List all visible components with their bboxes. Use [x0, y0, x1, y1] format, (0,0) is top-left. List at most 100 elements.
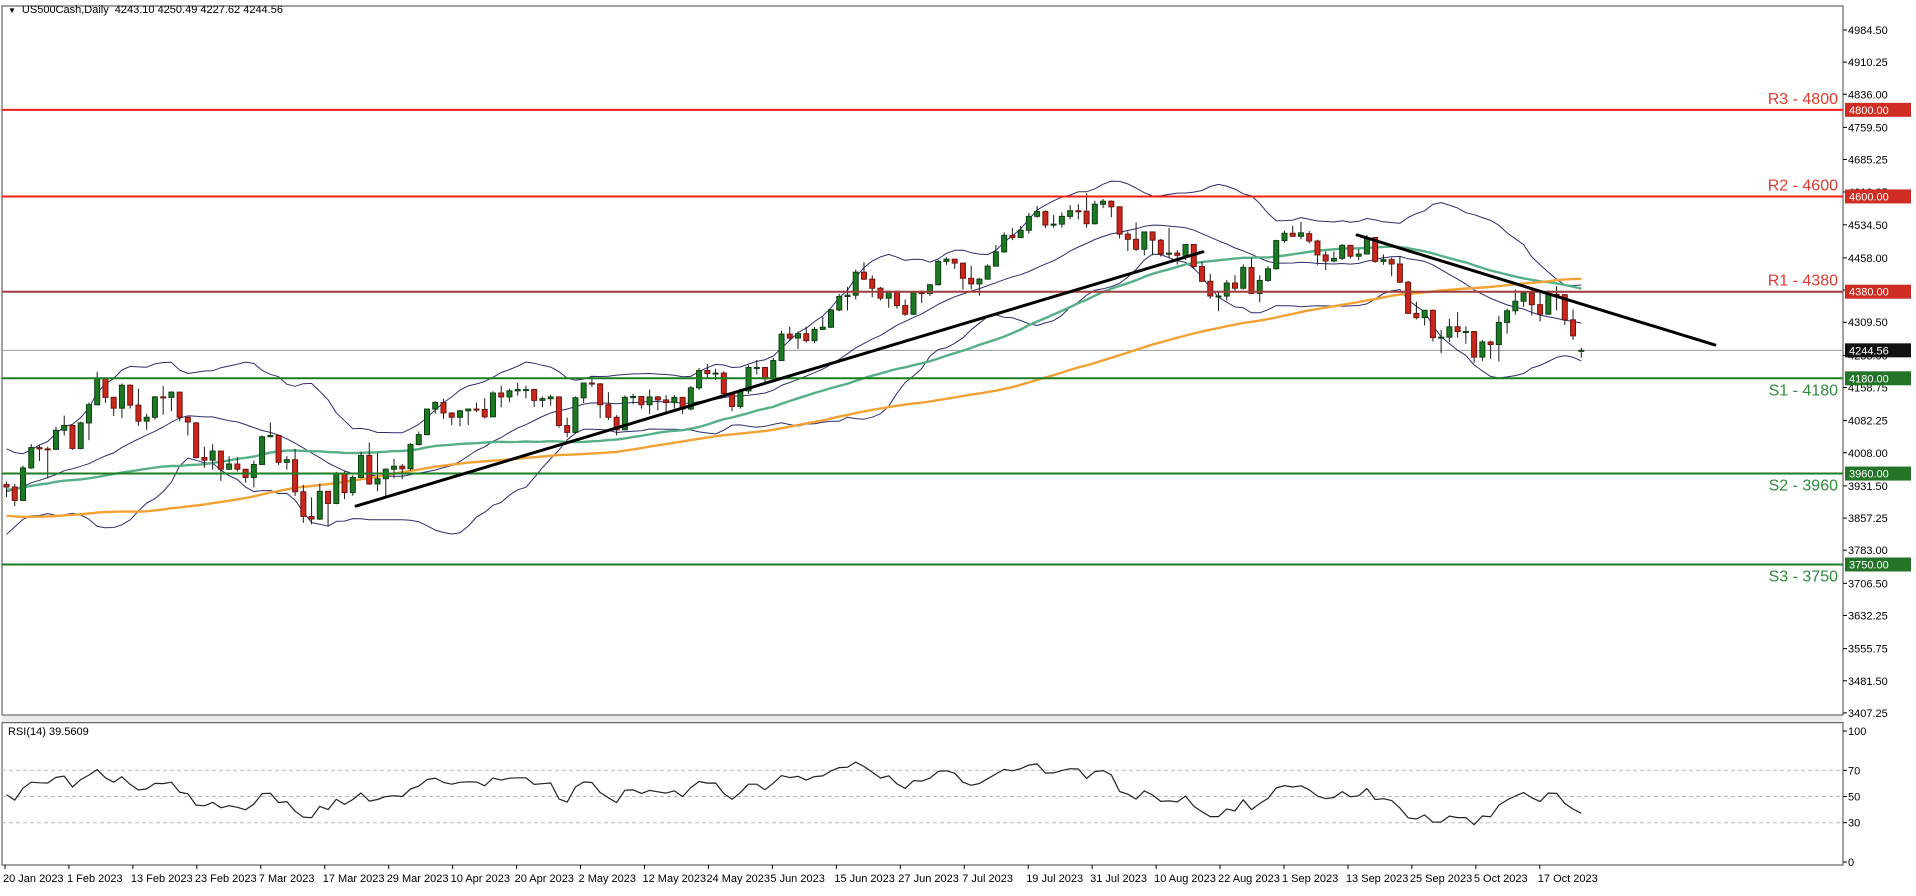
chart-title: ▼ US500Cash,Daily 4243.10 4250.49 4227.6… — [8, 3, 283, 17]
date-axis[interactable]: 20 Jan 2023 1 Feb 2023 13 Feb 2023 23 Feb 2… — [3, 865, 1598, 885]
candle-bull — [94, 377, 101, 406]
descending-trendline[interactable] — [1355, 233, 1717, 347]
candle-bull — [456, 410, 463, 418]
candle-bull — [1215, 295, 1222, 298]
candle-bull — [910, 292, 917, 315]
candle-bear — [366, 454, 373, 485]
candle-bear — [869, 278, 876, 289]
candle-bear — [1009, 234, 1016, 239]
candle-bull — [753, 366, 760, 369]
candle-bull — [1034, 211, 1041, 217]
level-badge-s1-text: 4180.00 — [1849, 373, 1889, 385]
candle-bull — [77, 422, 84, 449]
candle-bull — [506, 390, 513, 398]
price-tick-label: 4836.00 — [1848, 89, 1888, 101]
price-tick-label: 4082.25 — [1848, 416, 1888, 428]
candle-bull — [28, 447, 35, 469]
candle-bear — [217, 450, 224, 470]
candle-bull — [1479, 341, 1486, 358]
candle-bull — [844, 294, 851, 297]
candle-bear — [1570, 319, 1577, 337]
candle-bull — [852, 271, 859, 296]
candle-bear — [597, 383, 604, 406]
candle-bear — [1174, 252, 1181, 256]
rsi-panel: 100 70 50 30 0 — [2, 726, 1866, 869]
rsi-scale-label: 30 — [1848, 818, 1860, 830]
candle-bull — [259, 436, 266, 465]
candle-bull — [1355, 253, 1362, 257]
candle-bear — [193, 422, 200, 459]
candle-bear — [308, 515, 315, 520]
rsi-line — [6, 761, 1582, 826]
candle-bear — [11, 486, 18, 501]
candle-bull — [391, 465, 398, 470]
level-label-r1: R1 - 4380 — [1768, 273, 1838, 290]
bollinger-upper — [6, 180, 1582, 455]
candle-bear — [69, 424, 76, 449]
candle-bull — [646, 396, 653, 406]
date-tick-label: 24 May 2023 — [706, 873, 770, 885]
candle-bear — [1075, 210, 1082, 213]
candle-bull — [1017, 229, 1024, 239]
candle-bull — [283, 459, 290, 463]
candle-bull — [1512, 300, 1519, 312]
rsi-plot-frame[interactable] — [1, 722, 1844, 866]
price-tick-label: 3481.50 — [1848, 676, 1888, 688]
candle-bear — [654, 396, 661, 401]
candle-bull — [1166, 252, 1173, 255]
candle-bear — [1372, 237, 1379, 262]
ascending-trendline[interactable] — [354, 250, 1205, 508]
candle-bear — [110, 396, 117, 409]
candle-bear — [473, 408, 480, 411]
level-label-r3: R3 - 4800 — [1768, 91, 1838, 108]
candle-bear — [1528, 292, 1535, 306]
candle-bull — [976, 278, 983, 285]
price-tick-label: 4458.00 — [1848, 253, 1888, 265]
candle-bear — [1083, 210, 1090, 225]
candle-bear — [605, 404, 612, 418]
candle-bull — [358, 454, 365, 478]
candle-bull — [712, 372, 719, 375]
candle-bull — [316, 490, 323, 520]
candle-bull — [671, 396, 678, 404]
candle-bull — [1256, 279, 1263, 294]
main-plot-frame[interactable] — [1, 5, 1844, 716]
candle-bear — [481, 408, 488, 418]
candle-bull — [828, 309, 834, 328]
candle-bull — [1438, 336, 1445, 339]
candle-bull — [1545, 293, 1552, 315]
candle-bull — [1091, 203, 1098, 225]
price-tick-label: 3857.25 — [1848, 513, 1888, 525]
candle-bull — [19, 467, 26, 501]
price-axis[interactable]: 4984.504910.254836.004759.504685.254610.… — [1843, 25, 1911, 720]
candle-bear — [1396, 263, 1403, 283]
candle-bull — [209, 450, 216, 461]
panel-separator[interactable] — [2, 716, 1843, 723]
date-tick-label: 1 Feb 2023 — [67, 873, 123, 885]
candle-bear — [1199, 266, 1206, 282]
level-label-s2: S2 - 3960 — [1769, 478, 1838, 495]
candle-bear — [1429, 309, 1436, 339]
candle-bear — [729, 392, 736, 407]
candle-bear — [613, 416, 620, 431]
candle-bear — [918, 292, 925, 295]
candle-bull — [1223, 282, 1230, 297]
candles-layer — [3, 193, 1585, 527]
candle-bear — [1454, 326, 1461, 333]
date-tick-label: 15 Jun 2023 — [834, 873, 895, 885]
bollinger-middle — [6, 224, 1582, 493]
candle-bear — [36, 447, 43, 450]
candle-bear — [951, 258, 958, 264]
candle-bull — [423, 408, 430, 436]
candle-bear — [1388, 259, 1395, 265]
date-tick-label: 10 Apr 2023 — [451, 873, 510, 885]
candle-bear — [1149, 231, 1156, 241]
candle-bull — [489, 392, 496, 418]
candle-bull — [795, 333, 802, 339]
candle-bull — [1495, 321, 1502, 346]
candle-bear — [860, 271, 867, 280]
symbol-dropdown-icon[interactable]: ▼ — [8, 5, 16, 15]
candle-bull — [1421, 309, 1428, 319]
candle-bear — [1487, 341, 1494, 346]
